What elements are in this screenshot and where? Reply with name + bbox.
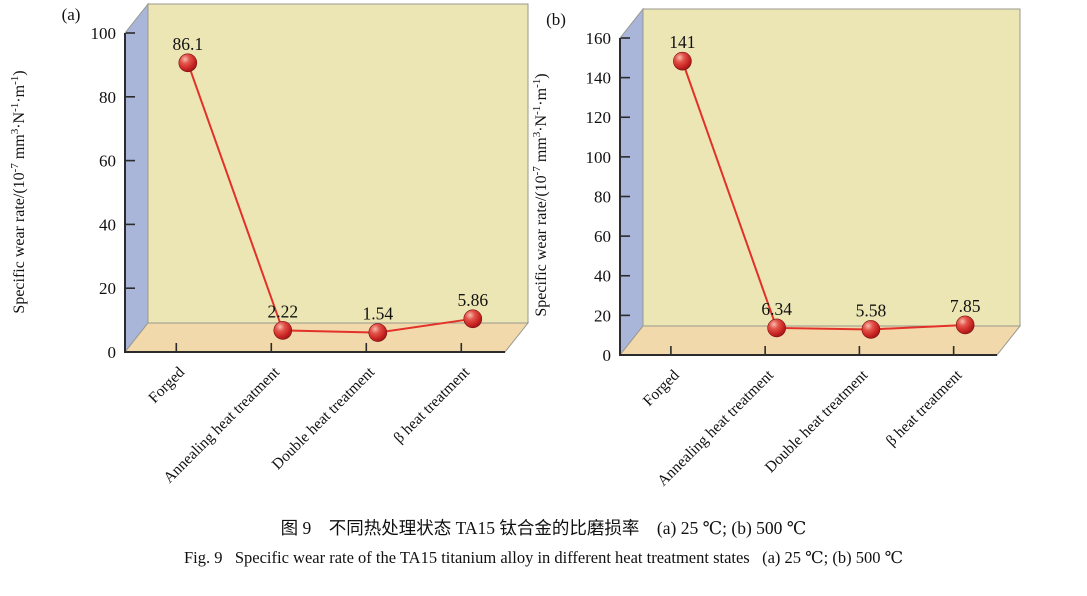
y-tick-label: 100 [586,148,612,167]
data-point [178,53,198,73]
y-tick-label: 80 [594,187,611,206]
data-point [368,323,388,342]
data-point [673,51,692,71]
y-tick-label: 60 [594,227,611,246]
y-tick-label: 20 [99,279,116,298]
y-tick-label: 40 [99,215,116,234]
data-point-label: 5.58 [856,300,887,320]
back-wall [642,8,1021,327]
floor [123,322,530,353]
data-point-label: 2.22 [267,301,298,321]
x-category-label: Double heat treatment [762,366,872,476]
y-axis-title: Specific wear rate/(10-7 mm3·N-1·m-1) [531,73,550,316]
x-category-label: Forged [145,364,188,407]
data-point-label: 6.34 [761,299,792,319]
y-tick-label: 120 [586,108,612,127]
data-point [767,318,786,338]
back-wall [147,3,529,324]
left-wall [619,7,644,357]
data-point-label: 5.86 [457,290,488,310]
y-tick-label: 160 [586,29,612,48]
left-wall [124,2,149,354]
y-tick-label: 140 [586,69,612,88]
data-point-label: 141 [669,32,695,52]
data-line [186,62,473,334]
caption-chinese: 图 9 不同热处理状态 TA15 钛合金的比磨损率 (a) 25 ℃; (b) … [280,518,807,538]
x-category-label: Double heat treatment [269,363,379,473]
figure-caption: 图 9 不同热处理状态 TA15 钛合金的比磨损率 (a) 25 ℃; (b) … [0,516,1087,570]
y-axis-title: Specific wear rate/(10-7 mm3·N-1·m-1) [9,70,28,313]
y-tick-label: 0 [108,343,117,362]
data-point [955,315,975,335]
x-category-label: β heat treatment [883,366,966,449]
y-tick-label: 0 [603,346,612,365]
panel-tag: (a) [62,5,81,24]
data-point-label: 86.1 [172,34,203,54]
data-point [861,320,881,339]
data-line [681,60,966,331]
x-category-label: Forged [640,367,683,410]
y-tick-label: 80 [99,88,116,107]
data-point [273,321,293,340]
x-category-label: β heat treatment [390,363,473,446]
data-point-label: 1.54 [362,304,393,324]
y-tick-label: 40 [594,267,611,286]
panel-tag: (b) [546,10,566,29]
data-point-label: 7.85 [950,296,981,316]
y-tick-label: 60 [99,152,116,171]
caption-english: Fig. 9 Specific wear rate of the TA15 ti… [183,548,904,567]
y-tick-label: 20 [594,306,611,325]
y-tick-label: 100 [91,24,117,43]
data-point [463,309,483,329]
